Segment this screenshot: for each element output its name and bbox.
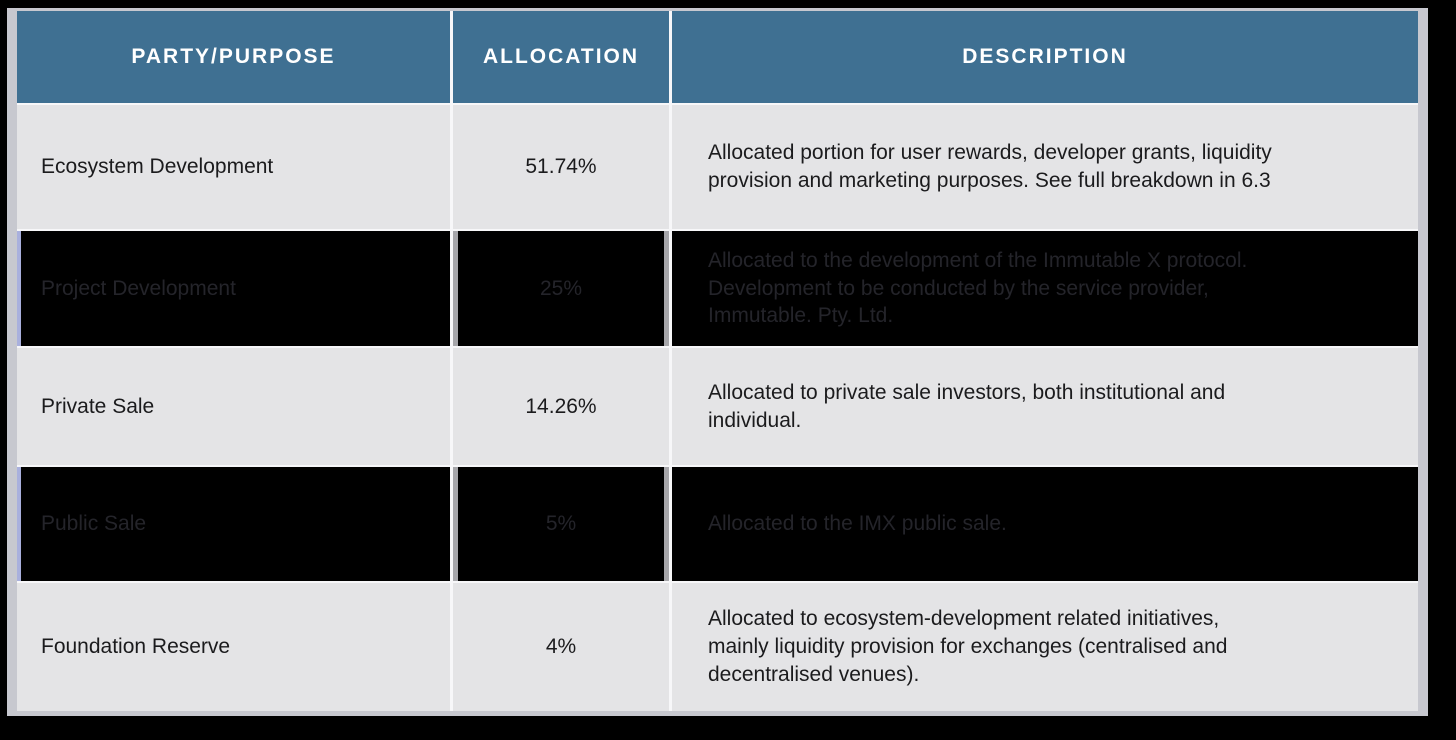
table-row-4-description: Allocated to the IMX public sale. <box>672 467 1418 581</box>
allocation-table-frame: PARTY/PURPOSE ALLOCATION DESCRIPTION Eco… <box>7 8 1428 716</box>
table-row-5-allocation: 4% <box>453 583 669 711</box>
table-row-3-allocation: 14.26% <box>453 348 669 465</box>
header-cell-description: DESCRIPTION <box>672 11 1418 103</box>
table-row-2-description: Allocated to the development of the Immu… <box>672 231 1418 346</box>
table-row-3-description: Allocated to private sale investors, bot… <box>672 348 1418 465</box>
table-row-5-party: Foundation Reserve <box>17 583 450 711</box>
table-row-2-party: Project Development <box>17 231 450 346</box>
table-row-5-description: Allocated to ecosystem-development relat… <box>672 583 1418 711</box>
allocation-table: PARTY/PURPOSE ALLOCATION DESCRIPTION Eco… <box>17 11 1418 711</box>
table-row-4-party: Public Sale <box>17 467 450 581</box>
header-cell-party: PARTY/PURPOSE <box>17 11 450 103</box>
table-row-2-allocation: 25% <box>453 231 669 346</box>
table-row-1-party: Ecosystem Development <box>17 105 450 229</box>
table-row-1-description: Allocated portion for user rewards, deve… <box>672 105 1418 229</box>
table-row-4-allocation: 5% <box>453 467 669 581</box>
header-cell-allocation: ALLOCATION <box>453 11 669 103</box>
table-row-1-allocation: 51.74% <box>453 105 669 229</box>
table-row-3-party: Private Sale <box>17 348 450 465</box>
